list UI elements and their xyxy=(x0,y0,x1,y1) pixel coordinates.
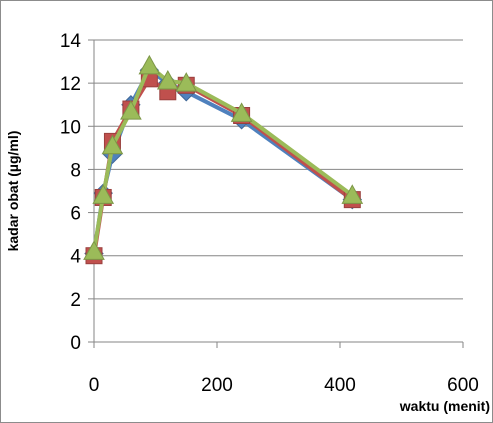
series-line xyxy=(92,63,354,252)
x-tick-label: 600 xyxy=(447,375,479,396)
y-tick-label: 8 xyxy=(70,160,81,181)
y-axis-title: kadar obat (µg/ml) xyxy=(5,131,21,252)
y-tick-label: 4 xyxy=(70,247,81,268)
y-tick-label: 12 xyxy=(60,74,81,95)
y-tick-label: 10 xyxy=(60,117,81,138)
series-1 xyxy=(84,60,363,264)
x-axis-title: waktu (menit) xyxy=(399,398,490,414)
data-point-triangle xyxy=(175,72,198,92)
y-tick-label: 14 xyxy=(60,31,82,52)
data-point-triangle xyxy=(138,54,161,75)
series-3 xyxy=(83,54,364,260)
data-point-triangle xyxy=(341,184,364,204)
data-point-triangle xyxy=(101,134,124,155)
gridlines xyxy=(94,39,463,300)
y-tick-label: 6 xyxy=(70,204,81,225)
x-tick-label: 400 xyxy=(324,375,356,396)
x-tick-label: 0 xyxy=(89,375,100,396)
y-tick-label: 2 xyxy=(70,290,81,311)
data-point-triangle xyxy=(120,100,142,120)
data-point-triangle xyxy=(83,240,105,260)
y-tick-label: 0 xyxy=(70,333,81,354)
data-point-triangle xyxy=(156,69,179,90)
series-layer xyxy=(83,54,364,265)
data-point-triangle xyxy=(230,102,253,122)
y-tick-labels: 0 2 4 6 8 10 12 14 xyxy=(60,31,82,354)
x-tick-labels: 0 200 400 600 xyxy=(89,375,479,396)
data-point-triangle xyxy=(92,184,115,204)
x-tick-label: 200 xyxy=(201,375,233,396)
